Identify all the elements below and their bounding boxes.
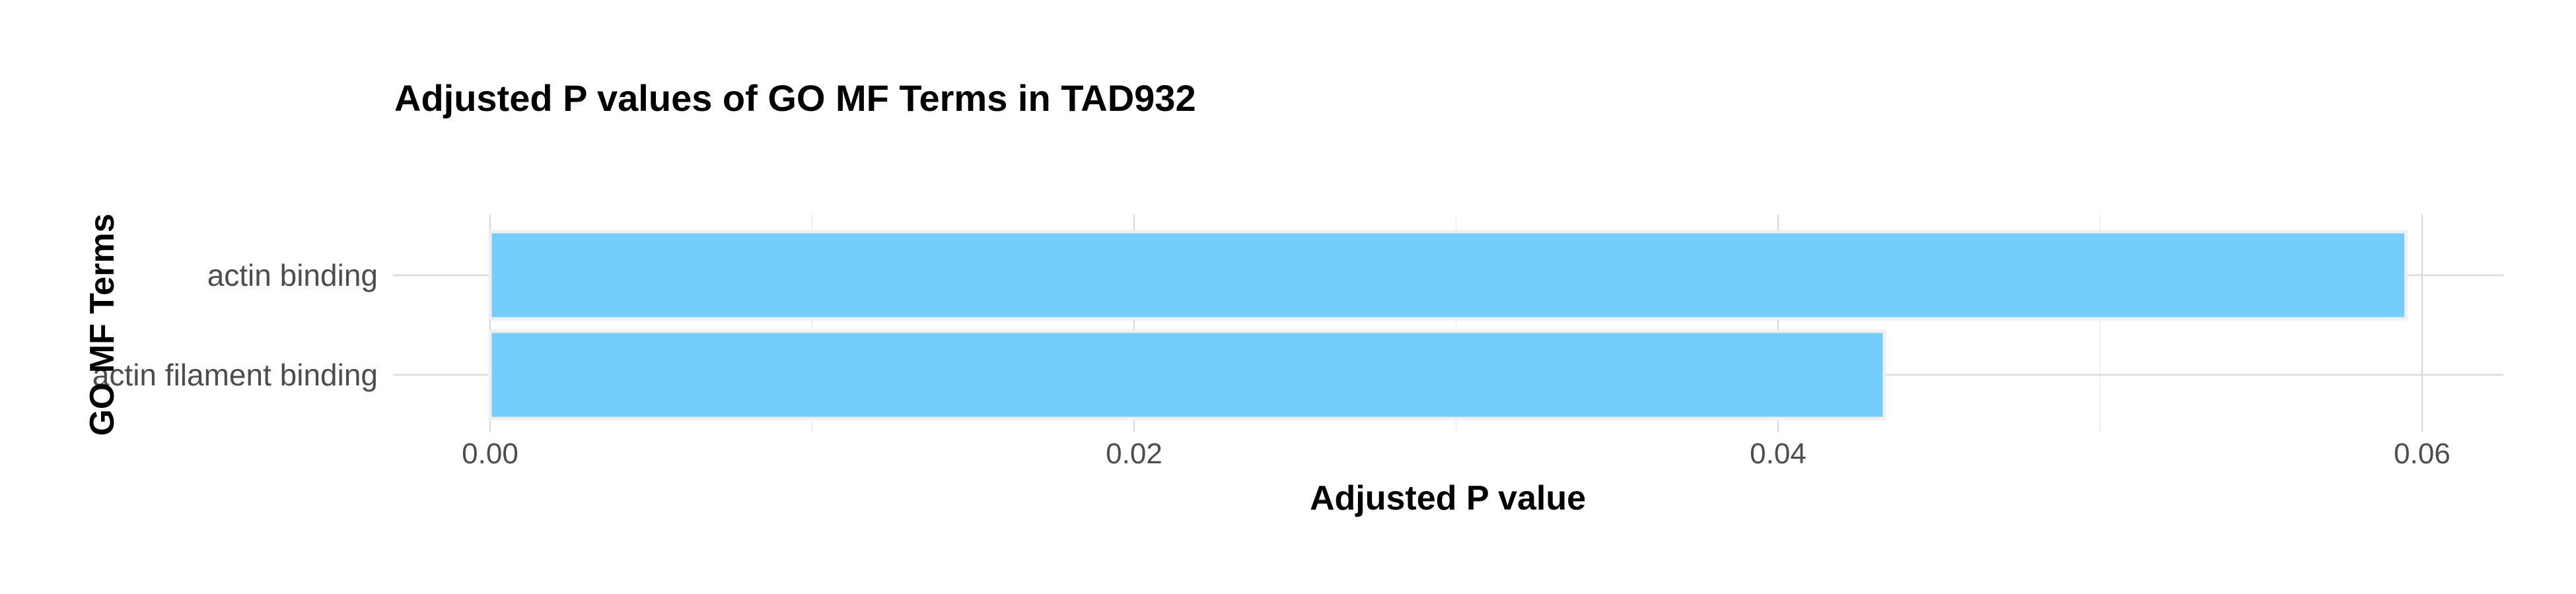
y-category-label: actin binding — [207, 258, 378, 292]
bar — [490, 331, 1884, 418]
x-tick-label: 0.00 — [462, 438, 519, 470]
x-tick-label: 0.06 — [2394, 438, 2451, 470]
y-axis-title: GO MF Terms — [83, 213, 122, 436]
bar — [490, 232, 2406, 319]
bar-layer — [490, 232, 2406, 418]
x-axis-title: Adjusted P value — [1310, 479, 1586, 517]
x-tick-label: 0.04 — [1750, 438, 1807, 470]
chart-title: Adjusted P values of GO MF Terms in TAD9… — [394, 77, 1196, 119]
y-category-label: actin filament binding — [92, 358, 378, 392]
x-tick-label: 0.02 — [1106, 438, 1163, 470]
